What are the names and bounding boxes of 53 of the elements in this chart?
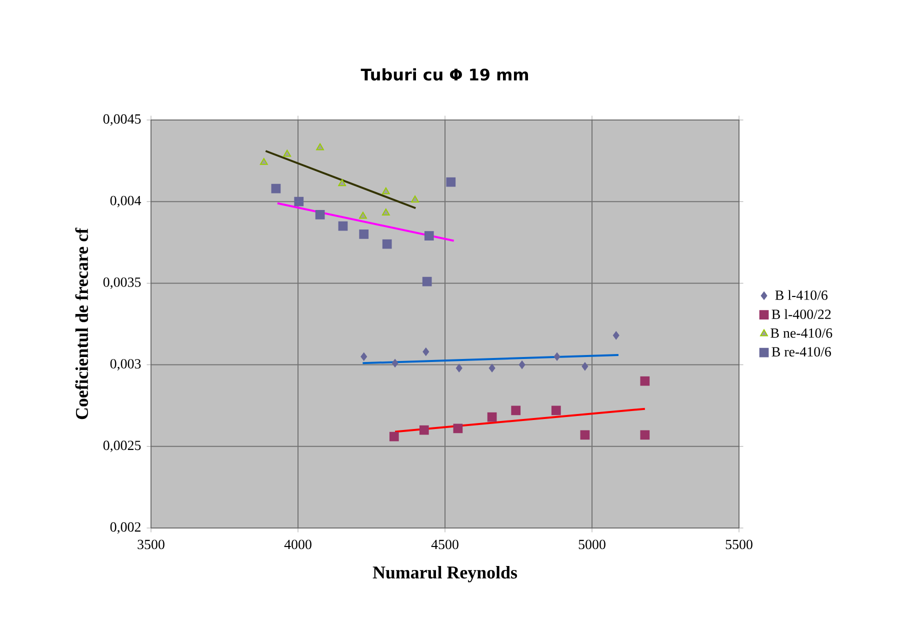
point: [612, 331, 620, 340]
point: [271, 184, 281, 194]
point: [424, 231, 434, 241]
point: [360, 352, 368, 361]
point: [382, 239, 392, 249]
legend-label: B l-400/22: [772, 309, 831, 320]
chart-title: Tuburi cu Φ 19 mm: [360, 68, 528, 81]
point: [640, 376, 650, 386]
point: [488, 364, 496, 372]
point: [338, 179, 346, 186]
point: [382, 208, 390, 216]
legend-label: B ne-410/6: [770, 328, 832, 338]
point: [260, 158, 268, 165]
point: [640, 430, 650, 440]
x-tick-label: 5000: [578, 540, 606, 550]
point: [580, 430, 590, 440]
point: [316, 143, 324, 150]
point: [582, 362, 588, 371]
point: [382, 187, 390, 194]
point: [419, 425, 429, 435]
point: [422, 276, 432, 286]
point: [392, 359, 398, 368]
point: [422, 348, 430, 356]
point: [294, 196, 304, 206]
x-tick-label: 5500: [726, 540, 752, 550]
y-tick-label: 0,0025: [103, 440, 141, 452]
point: [283, 150, 292, 157]
point: [389, 432, 399, 442]
point: [315, 210, 325, 220]
x-tick-label: 4500: [431, 540, 458, 550]
point: [551, 406, 561, 416]
point: [453, 424, 463, 434]
point: [518, 360, 526, 369]
point: [446, 177, 456, 187]
point: [359, 212, 367, 219]
legend-label: B l-410/6: [775, 290, 828, 300]
legend-label: B re-410/6: [772, 347, 831, 357]
y-tick-label: 0,0035: [103, 277, 141, 289]
point: [338, 221, 348, 231]
x-tick-label: 3500: [138, 540, 164, 550]
x-axis-title: Numarul Reynolds: [372, 566, 518, 582]
point: [554, 352, 560, 361]
y-tick-label: 0,0045: [103, 114, 141, 126]
point: [456, 364, 462, 372]
y-tick-label: 0,004: [110, 196, 142, 208]
point: [411, 195, 419, 202]
point: [487, 412, 497, 422]
point: [511, 406, 521, 416]
x-tick-label: 4000: [284, 540, 312, 550]
y-axis-title: Coeficientul de frecare cf: [75, 228, 88, 420]
y-tick-label: 0,002: [110, 522, 140, 534]
point: [359, 230, 369, 239]
y-tick-label: 0,003: [110, 359, 141, 371]
